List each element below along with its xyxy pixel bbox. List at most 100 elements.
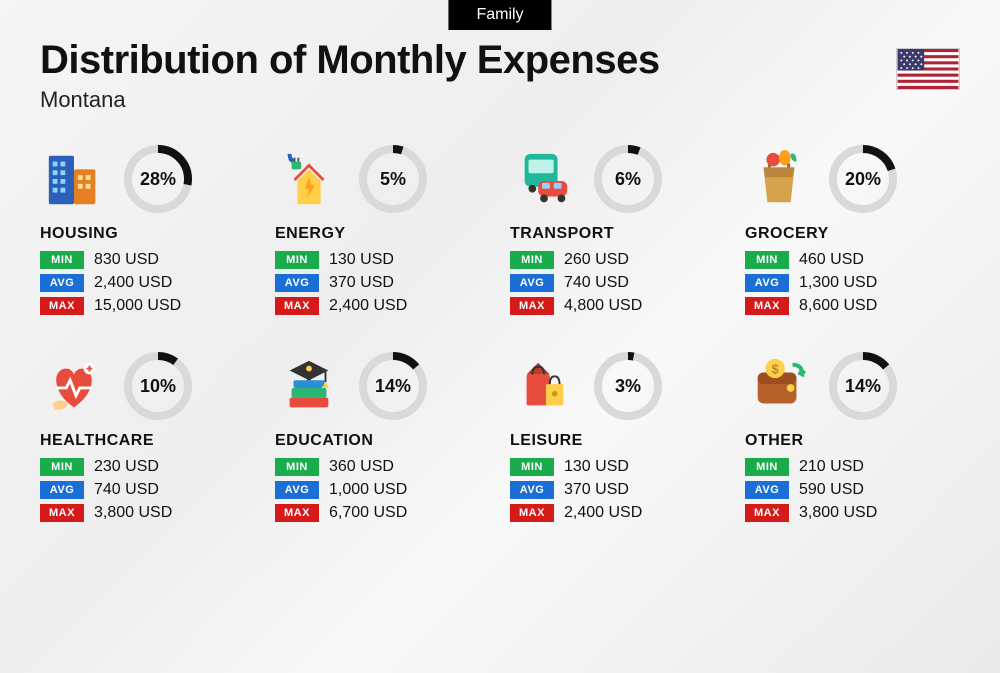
min-tag: MIN xyxy=(275,251,319,269)
max-tag: MAX xyxy=(745,297,789,315)
avg-tag: AVG xyxy=(275,274,319,292)
max-value: 4,800 USD xyxy=(564,297,642,315)
avg-tag: AVG xyxy=(275,481,319,499)
stat-min: MIN 460 USD xyxy=(745,251,960,269)
max-value: 15,000 USD xyxy=(94,297,181,315)
avg-value: 370 USD xyxy=(564,481,629,499)
percent-value: 6% xyxy=(592,143,664,215)
stat-max: MAX 3,800 USD xyxy=(745,504,960,522)
percent-ring: 5% xyxy=(357,143,429,215)
category-card-healthcare: 10% HEALTHCARE MIN 230 USD AVG 740 USD M… xyxy=(40,350,255,527)
avg-tag: AVG xyxy=(40,274,84,292)
stat-avg: AVG 740 USD xyxy=(40,481,255,499)
healthcare-icon xyxy=(40,352,108,420)
percent-ring: 28% xyxy=(122,143,194,215)
min-tag: MIN xyxy=(40,251,84,269)
max-tag: MAX xyxy=(510,297,554,315)
category-card-housing: 28% HOUSING MIN 830 USD AVG 2,400 USD MA… xyxy=(40,143,255,320)
min-value: 360 USD xyxy=(329,458,394,476)
category-name: ENERGY xyxy=(275,225,490,243)
category-card-other: $ 14% OTHER MIN 210 USD AVG 590 USD MAX … xyxy=(745,350,960,527)
max-tag: MAX xyxy=(510,504,554,522)
avg-tag: AVG xyxy=(745,481,789,499)
max-tag: MAX xyxy=(40,297,84,315)
max-value: 2,400 USD xyxy=(564,504,642,522)
stat-min: MIN 130 USD xyxy=(275,251,490,269)
stat-min: MIN 360 USD xyxy=(275,458,490,476)
max-value: 8,600 USD xyxy=(799,297,877,315)
page-title: Distribution of Monthly Expenses xyxy=(40,38,960,83)
min-tag: MIN xyxy=(275,458,319,476)
percent-ring: 10% xyxy=(122,350,194,422)
grocery-icon xyxy=(745,145,813,213)
svg-text:$: $ xyxy=(772,362,779,376)
percent-ring: 3% xyxy=(592,350,664,422)
max-value: 3,800 USD xyxy=(94,504,172,522)
percent-value: 3% xyxy=(592,350,664,422)
min-tag: MIN xyxy=(745,458,789,476)
max-tag: MAX xyxy=(275,297,319,315)
avg-tag: AVG xyxy=(510,274,554,292)
stat-max: MAX 8,600 USD xyxy=(745,297,960,315)
percent-value: 5% xyxy=(357,143,429,215)
max-tag: MAX xyxy=(745,504,789,522)
min-tag: MIN xyxy=(510,458,554,476)
category-card-grocery: 20% GROCERY MIN 460 USD AVG 1,300 USD MA… xyxy=(745,143,960,320)
category-name: HOUSING xyxy=(40,225,255,243)
transport-icon xyxy=(510,145,578,213)
min-value: 130 USD xyxy=(329,251,394,269)
stat-avg: AVG 370 USD xyxy=(510,481,725,499)
max-tag: MAX xyxy=(40,504,84,522)
avg-tag: AVG xyxy=(510,481,554,499)
min-value: 230 USD xyxy=(94,458,159,476)
stat-min: MIN 210 USD xyxy=(745,458,960,476)
min-value: 460 USD xyxy=(799,251,864,269)
min-tag: MIN xyxy=(510,251,554,269)
avg-value: 2,400 USD xyxy=(94,274,172,292)
percent-ring: 20% xyxy=(827,143,899,215)
category-name: HEALTHCARE xyxy=(40,432,255,450)
avg-value: 1,300 USD xyxy=(799,274,877,292)
percent-ring: 14% xyxy=(357,350,429,422)
max-value: 2,400 USD xyxy=(329,297,407,315)
stat-max: MAX 2,400 USD xyxy=(275,297,490,315)
stat-min: MIN 130 USD xyxy=(510,458,725,476)
percent-value: 20% xyxy=(827,143,899,215)
avg-tag: AVG xyxy=(745,274,789,292)
stat-avg: AVG 370 USD xyxy=(275,274,490,292)
category-card-energy: 5% ENERGY MIN 130 USD AVG 370 USD MAX 2,… xyxy=(275,143,490,320)
percent-ring: 6% xyxy=(592,143,664,215)
min-value: 830 USD xyxy=(94,251,159,269)
stat-avg: AVG 2,400 USD xyxy=(40,274,255,292)
stat-max: MAX 2,400 USD xyxy=(510,504,725,522)
stat-avg: AVG 1,300 USD xyxy=(745,274,960,292)
category-name: OTHER xyxy=(745,432,960,450)
stat-avg: AVG 1,000 USD xyxy=(275,481,490,499)
avg-value: 740 USD xyxy=(564,274,629,292)
min-value: 260 USD xyxy=(564,251,629,269)
header: Distribution of Monthly Expenses Montana xyxy=(0,0,1000,113)
category-name: TRANSPORT xyxy=(510,225,725,243)
education-icon xyxy=(275,352,343,420)
stat-max: MAX 4,800 USD xyxy=(510,297,725,315)
leisure-icon xyxy=(510,352,578,420)
page-subtitle: Montana xyxy=(40,87,960,113)
stat-max: MAX 15,000 USD xyxy=(40,297,255,315)
avg-tag: AVG xyxy=(40,481,84,499)
min-tag: MIN xyxy=(745,251,789,269)
category-name: EDUCATION xyxy=(275,432,490,450)
stat-max: MAX 6,700 USD xyxy=(275,504,490,522)
avg-value: 370 USD xyxy=(329,274,394,292)
stat-max: MAX 3,800 USD xyxy=(40,504,255,522)
other-icon: $ xyxy=(745,352,813,420)
min-value: 130 USD xyxy=(564,458,629,476)
max-value: 3,800 USD xyxy=(799,504,877,522)
max-value: 6,700 USD xyxy=(329,504,407,522)
avg-value: 590 USD xyxy=(799,481,864,499)
stat-avg: AVG 740 USD xyxy=(510,274,725,292)
avg-value: 740 USD xyxy=(94,481,159,499)
max-tag: MAX xyxy=(275,504,319,522)
category-name: GROCERY xyxy=(745,225,960,243)
avg-value: 1,000 USD xyxy=(329,481,407,499)
stat-min: MIN 230 USD xyxy=(40,458,255,476)
